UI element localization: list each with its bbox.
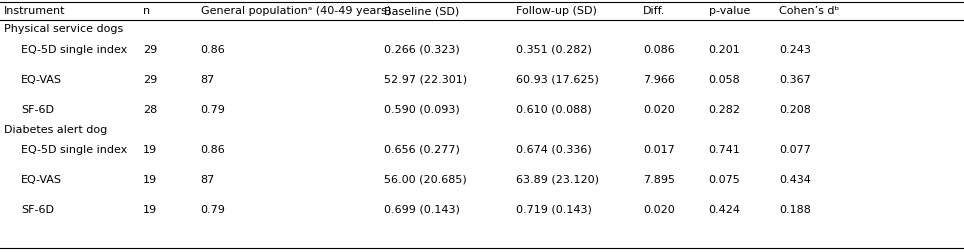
- Text: 0.201: 0.201: [709, 45, 740, 55]
- Text: 0.282: 0.282: [709, 105, 740, 115]
- Text: 52.97 (22.301): 52.97 (22.301): [384, 75, 467, 85]
- Text: 0.79: 0.79: [201, 105, 226, 115]
- Text: EQ-5D single index: EQ-5D single index: [21, 45, 127, 55]
- Text: Follow-up (SD): Follow-up (SD): [516, 6, 597, 16]
- Text: 87: 87: [201, 175, 215, 185]
- Text: 19: 19: [143, 205, 157, 215]
- Text: 19: 19: [143, 145, 157, 155]
- Text: Diabetes alert dog: Diabetes alert dog: [4, 125, 107, 135]
- Text: 0.719 (0.143): 0.719 (0.143): [516, 205, 592, 215]
- Text: 0.266 (0.323): 0.266 (0.323): [384, 45, 460, 55]
- Text: 0.741: 0.741: [709, 145, 740, 155]
- Text: 0.075: 0.075: [709, 175, 740, 185]
- Text: Physical service dogs: Physical service dogs: [4, 24, 123, 34]
- Text: 0.208: 0.208: [779, 105, 811, 115]
- Text: 0.590 (0.093): 0.590 (0.093): [384, 105, 460, 115]
- Text: 29: 29: [143, 75, 157, 85]
- Text: 0.86: 0.86: [201, 145, 226, 155]
- Text: EQ-VAS: EQ-VAS: [21, 175, 63, 185]
- Text: 7.966: 7.966: [643, 75, 675, 85]
- Text: 0.243: 0.243: [779, 45, 811, 55]
- Text: 0.020: 0.020: [643, 105, 675, 115]
- Text: 0.020: 0.020: [643, 205, 675, 215]
- Text: 56.00 (20.685): 56.00 (20.685): [384, 175, 467, 185]
- Text: EQ-5D single index: EQ-5D single index: [21, 145, 127, 155]
- Text: EQ-VAS: EQ-VAS: [21, 75, 63, 85]
- Text: 63.89 (23.120): 63.89 (23.120): [516, 175, 599, 185]
- Text: General populationᵃ (40-49 years): General populationᵃ (40-49 years): [201, 6, 390, 16]
- Text: 0.86: 0.86: [201, 45, 226, 55]
- Text: 0.79: 0.79: [201, 205, 226, 215]
- Text: Diff.: Diff.: [643, 6, 665, 16]
- Text: 0.674 (0.336): 0.674 (0.336): [516, 145, 592, 155]
- Text: Baseline (SD): Baseline (SD): [384, 6, 459, 16]
- Text: 29: 29: [143, 45, 157, 55]
- Text: 19: 19: [143, 175, 157, 185]
- Text: 7.895: 7.895: [643, 175, 675, 185]
- Text: 0.017: 0.017: [643, 145, 675, 155]
- Text: 0.077: 0.077: [779, 145, 811, 155]
- Text: p-value: p-value: [709, 6, 750, 16]
- Text: 0.367: 0.367: [779, 75, 811, 85]
- Text: n: n: [143, 6, 149, 16]
- Text: 28: 28: [143, 105, 157, 115]
- Text: 0.188: 0.188: [779, 205, 811, 215]
- Text: 0.058: 0.058: [709, 75, 740, 85]
- Text: 0.424: 0.424: [709, 205, 740, 215]
- Text: 0.610 (0.088): 0.610 (0.088): [516, 105, 592, 115]
- Text: SF-6D: SF-6D: [21, 105, 54, 115]
- Text: 60.93 (17.625): 60.93 (17.625): [516, 75, 599, 85]
- Text: 0.656 (0.277): 0.656 (0.277): [384, 145, 460, 155]
- Text: Cohen’s dᵇ: Cohen’s dᵇ: [779, 6, 839, 16]
- Text: 0.351 (0.282): 0.351 (0.282): [516, 45, 592, 55]
- Text: 0.434: 0.434: [779, 175, 811, 185]
- Text: Instrument: Instrument: [4, 6, 66, 16]
- Text: 0.086: 0.086: [643, 45, 675, 55]
- Text: 87: 87: [201, 75, 215, 85]
- Text: 0.699 (0.143): 0.699 (0.143): [384, 205, 460, 215]
- Text: SF-6D: SF-6D: [21, 205, 54, 215]
